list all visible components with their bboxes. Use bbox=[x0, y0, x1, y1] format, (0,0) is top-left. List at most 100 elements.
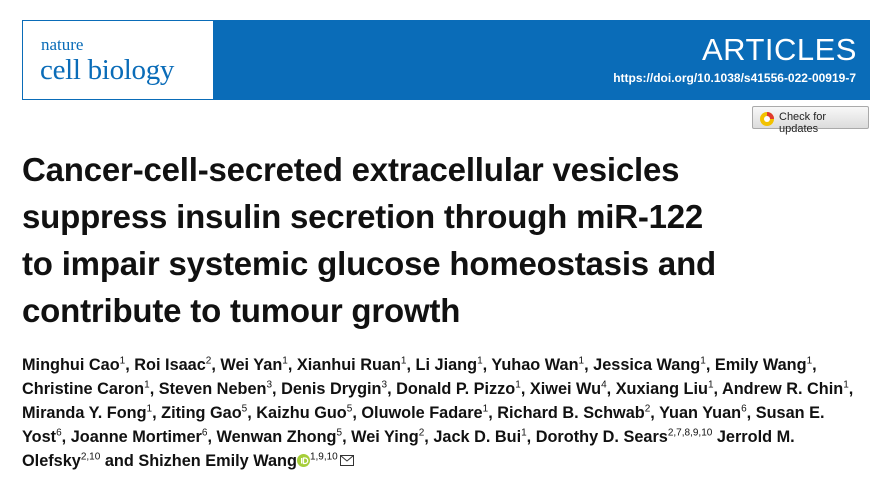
author: Li Jiang1 bbox=[416, 356, 488, 374]
author-name: Richard B. Schwab bbox=[497, 404, 645, 422]
author: Jessica Wang1 bbox=[593, 356, 710, 374]
author-name: Christine Caron bbox=[22, 380, 145, 398]
author: Andrew R. Chin1 bbox=[722, 380, 853, 398]
author-affiliation: 1 bbox=[700, 355, 706, 367]
check-updates-label: Check for updates bbox=[779, 111, 827, 135]
author: Ziting Gao5 bbox=[161, 404, 252, 422]
author-name: Donald P. Pizzo bbox=[396, 380, 516, 398]
article-title: Cancer-cell-secreted extracellular vesic… bbox=[22, 146, 716, 334]
author: Denis Drygin3 bbox=[281, 380, 392, 398]
author-affiliation: 3 bbox=[381, 379, 388, 391]
author-affiliation: 1 bbox=[843, 379, 849, 391]
author-affiliation: 2,10 bbox=[80, 451, 101, 463]
author: Xianhui Ruan1 bbox=[297, 356, 411, 374]
author-name: Xuxiang Liu bbox=[615, 380, 708, 398]
author: Jerrold M. Olefsky2,10 bbox=[22, 428, 795, 470]
author-name: Li Jiang bbox=[415, 356, 478, 374]
author-name: Andrew R. Chin bbox=[721, 380, 844, 398]
author-affiliation: 1 bbox=[578, 355, 585, 367]
author-affiliation: 1 bbox=[400, 355, 407, 367]
section-label: ARTICLES bbox=[701, 32, 857, 67]
author: Donald P. Pizzo1 bbox=[396, 380, 525, 398]
doi: https://doi.org/10.1038/s41556-022-00919… bbox=[613, 71, 856, 85]
author-name: Xianhui Ruan bbox=[296, 356, 401, 374]
author-affiliation: 1 bbox=[707, 379, 714, 391]
author-name: Xiwei Wu bbox=[529, 380, 602, 398]
author-name: Oluwole Fadare bbox=[361, 404, 483, 422]
author-list: Minghui Cao1 Roi Isaac2 Wei Yan1 Xianhui… bbox=[22, 353, 872, 473]
author: Xiwei Wu4 bbox=[530, 380, 611, 398]
author-conjunction: and bbox=[104, 452, 134, 470]
author-affiliation: 1 bbox=[806, 355, 813, 367]
author-name: Jessica Wang bbox=[593, 356, 701, 374]
author-affiliation: 3 bbox=[266, 379, 273, 391]
author: Joanne Mortimer6 bbox=[71, 428, 212, 446]
title-line: suppress insulin secretion through miR-1… bbox=[22, 198, 704, 235]
author-affiliation: 2 bbox=[644, 403, 651, 415]
author-affiliation: 1 bbox=[146, 403, 153, 415]
author: Xuxiang Liu1 bbox=[616, 380, 718, 398]
author-name: Susan E. Yost bbox=[22, 404, 825, 446]
author: Minghui Cao1 bbox=[22, 356, 130, 374]
author-affiliation: 6 bbox=[741, 403, 747, 415]
check-updates-button[interactable]: Check for updates bbox=[752, 106, 869, 135]
author: Steven Neben3 bbox=[159, 380, 277, 398]
author-name: Kaizhu Guo bbox=[256, 404, 347, 422]
title-line: Cancer-cell-secreted extracellular vesic… bbox=[22, 151, 680, 188]
orcid-icon[interactable] bbox=[296, 454, 310, 467]
author-affiliation: 1 bbox=[144, 379, 150, 391]
author-name: Jack D. Bui bbox=[433, 428, 522, 446]
author: Miranda Y. Fong1 bbox=[22, 404, 157, 422]
author: Jack D. Bui1 bbox=[433, 428, 531, 446]
author: Wei Ying2 bbox=[351, 428, 429, 446]
author-affiliation: 1,9,10 bbox=[309, 451, 338, 463]
title-line: contribute to tumour growth bbox=[22, 292, 461, 329]
journal-logo: nature cell biology bbox=[22, 20, 214, 100]
author-affiliation: 5 bbox=[336, 427, 343, 439]
author-name: Wei Yan bbox=[220, 356, 283, 374]
author-affiliation: 1 bbox=[477, 355, 483, 367]
author: Yuan Yuan6 bbox=[659, 404, 751, 422]
author: Emily Wang1 bbox=[715, 356, 817, 374]
author-affiliation: 5 bbox=[241, 403, 248, 415]
author-affiliation: 2 bbox=[418, 427, 425, 439]
author-name: Shizhen Emily Wang bbox=[138, 452, 297, 470]
author-affiliation: 1 bbox=[119, 355, 126, 367]
author: Shizhen Emily Wang 1,9,10 bbox=[138, 451, 354, 470]
author: Oluwole Fadare1 bbox=[361, 404, 492, 422]
author: Wei Yan1 bbox=[220, 356, 292, 374]
author-affiliation: 1 bbox=[482, 403, 489, 415]
author: Christine Caron1 bbox=[22, 380, 154, 398]
author-name: Yuan Yuan bbox=[659, 404, 742, 422]
title-line: to impair systemic glucose homeostasis a… bbox=[22, 245, 716, 282]
author: Roi Isaac2 bbox=[134, 356, 216, 374]
author-name: Wei Ying bbox=[351, 428, 419, 446]
author-affiliation: 4 bbox=[601, 379, 607, 391]
author-name: Roi Isaac bbox=[134, 356, 206, 374]
author-name: Denis Drygin bbox=[281, 380, 382, 398]
author-affiliation: 1 bbox=[515, 379, 521, 391]
author-name: Ziting Gao bbox=[161, 404, 242, 422]
author-name: Yuhao Wan bbox=[491, 356, 579, 374]
author: Yuhao Wan1 bbox=[491, 356, 588, 374]
update-icon bbox=[760, 112, 774, 126]
author-name: Emily Wang bbox=[714, 356, 807, 374]
author: Kaizhu Guo5 bbox=[256, 404, 357, 422]
author: Richard B. Schwab2 bbox=[497, 404, 655, 422]
author-affiliation: 5 bbox=[346, 403, 353, 415]
author-name: Minghui Cao bbox=[22, 356, 120, 374]
author: Dorothy D. Sears2,7,8,9,10 bbox=[536, 428, 713, 446]
author-name: Joanne Mortimer bbox=[70, 428, 202, 446]
author-affiliation: 2 bbox=[205, 355, 212, 367]
author-name: Dorothy D. Sears bbox=[535, 428, 668, 446]
email-icon[interactable] bbox=[339, 455, 354, 466]
journal-name-large: cell biology bbox=[40, 54, 175, 86]
header-bar: ARTICLES https://doi.org/10.1038/s41556-… bbox=[214, 20, 870, 100]
author-affiliation: 6 bbox=[56, 427, 62, 439]
author-name: Wenwan Zhong bbox=[216, 428, 337, 446]
journal-name-small: nature bbox=[41, 35, 84, 54]
author-name: Jerrold M. Olefsky bbox=[22, 428, 795, 470]
author-affiliation: 6 bbox=[201, 427, 208, 439]
